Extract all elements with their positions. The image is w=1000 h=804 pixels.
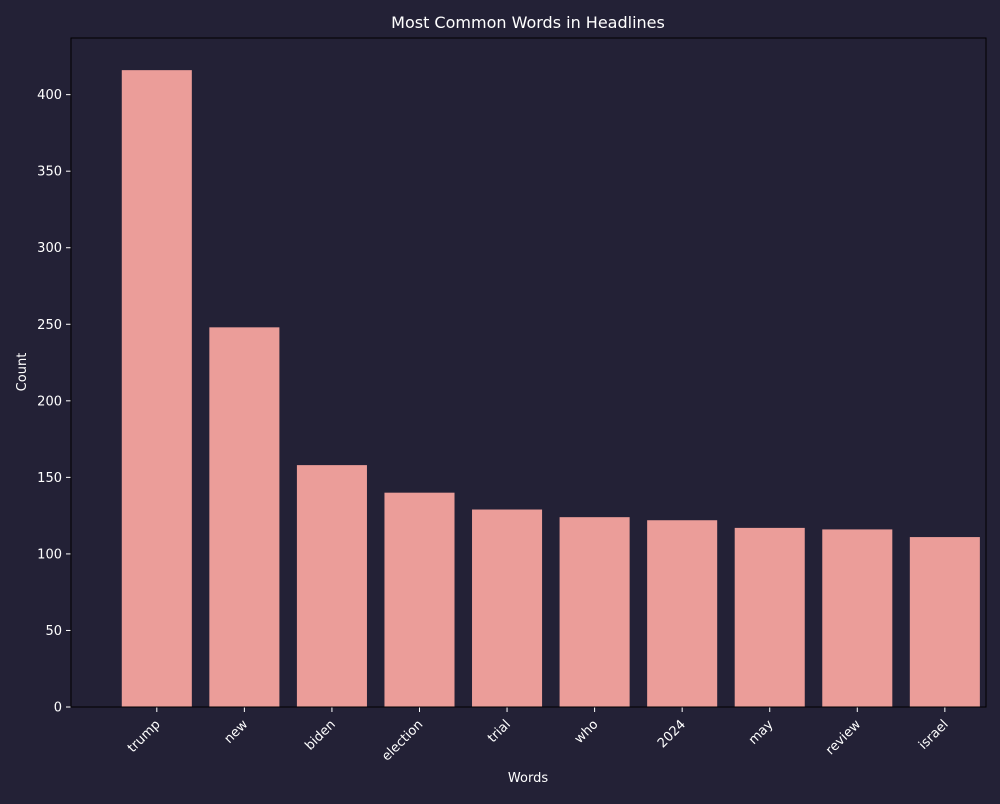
x-tick-label: biden <box>302 717 338 753</box>
bar-review <box>822 529 893 707</box>
y-tick-label: 250 <box>37 318 62 333</box>
x-axis-label: Words <box>508 771 548 786</box>
x-tick-label: may <box>746 717 777 748</box>
y-tick-label: 300 <box>37 241 62 256</box>
y-axis-label: Count <box>15 353 30 392</box>
x-tick-label: election <box>379 717 426 764</box>
bar-israel <box>909 537 980 707</box>
bar-2024 <box>647 520 718 707</box>
y-tick-label: 50 <box>45 624 62 639</box>
y-tick-label: 0 <box>54 701 62 716</box>
plot-area: trump new biden election trial who 2024 may revi… <box>37 37 987 764</box>
y-tick-label: 350 <box>37 165 62 180</box>
plot-frame <box>70 37 987 708</box>
bar-trump <box>121 70 192 707</box>
y-tick-label: 200 <box>37 394 62 409</box>
bar-who <box>559 517 630 707</box>
x-tick-label: trump <box>125 717 164 756</box>
bar-may <box>734 527 805 707</box>
bar-election <box>384 492 455 707</box>
x-tick-label: trial <box>485 717 514 746</box>
y-tick-label: 150 <box>37 471 62 486</box>
x-tick-label: 2024 <box>655 717 689 751</box>
y-tick-label: 400 <box>37 88 62 103</box>
x-tick-label: new <box>222 717 252 747</box>
y-tick-label: 100 <box>37 547 62 562</box>
bar-biden <box>296 465 367 707</box>
bar-new <box>209 327 280 707</box>
x-tick-label: israel <box>916 717 952 753</box>
x-tick-label: who <box>572 717 602 747</box>
x-tick-label: review <box>823 717 864 758</box>
chart-title: Most Common Words in Headlines <box>391 13 665 32</box>
bar-trial <box>472 509 543 707</box>
